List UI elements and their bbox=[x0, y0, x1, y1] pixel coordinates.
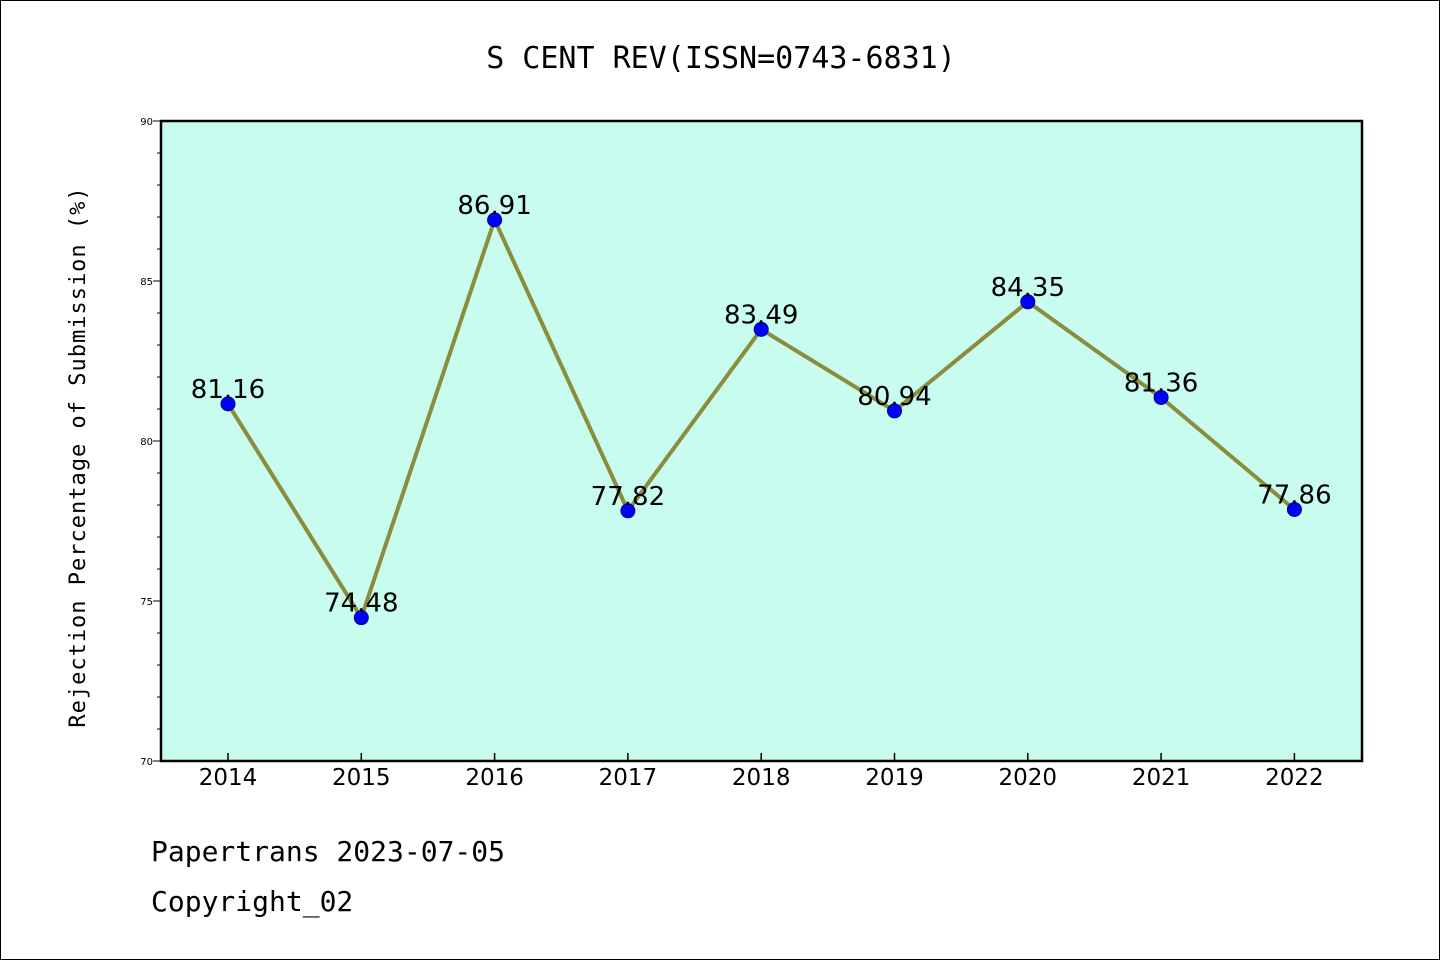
data-point bbox=[353, 610, 369, 626]
data-label: 86.91 bbox=[457, 191, 531, 221]
x-tick-label: 2021 bbox=[1132, 765, 1191, 791]
y-tick-label: 90 bbox=[140, 117, 153, 128]
data-label: 81.36 bbox=[1124, 368, 1198, 398]
footer-copyright: Copyright_02 bbox=[151, 885, 354, 918]
x-tick-label: 2019 bbox=[865, 765, 924, 791]
x-tick-label: 2020 bbox=[999, 765, 1058, 791]
chart-title: S CENT REV(ISSN=0743-6831) bbox=[486, 41, 956, 76]
y-tick-label: 75 bbox=[140, 597, 153, 608]
data-label: 80.94 bbox=[857, 382, 931, 412]
x-tick-label: 2018 bbox=[732, 765, 791, 791]
plot-area bbox=[159, 119, 1364, 763]
data-point bbox=[620, 503, 636, 519]
data-point bbox=[1020, 294, 1036, 310]
data-point bbox=[1286, 501, 1302, 517]
data-point bbox=[753, 321, 769, 337]
data-label: 74.48 bbox=[324, 589, 398, 619]
data-labels: 81.16 74.48 86.91 77.82 83.49 80.94 84.35 81.36… bbox=[191, 191, 1332, 619]
data-label: 77.86 bbox=[1257, 480, 1331, 510]
data-point bbox=[220, 396, 236, 412]
data-point bbox=[887, 403, 902, 419]
data-points bbox=[220, 212, 1302, 626]
y-axis-ticks: 70 75 80 85 90 bbox=[140, 117, 161, 768]
data-point bbox=[487, 212, 503, 228]
data-label: 77.82 bbox=[591, 482, 665, 512]
y-tick-label: 70 bbox=[140, 757, 153, 768]
x-tick-label: 2014 bbox=[199, 765, 258, 791]
y-axis-label: Rejection Percentage of Submission (%) bbox=[66, 186, 91, 727]
x-tick-label: 2016 bbox=[465, 765, 524, 791]
data-label: 83.49 bbox=[724, 300, 798, 330]
data-label: 81.16 bbox=[191, 375, 265, 405]
footer-date: Papertrans 2023-07-05 bbox=[151, 835, 506, 868]
x-axis-ticks: 2014 2015 2016 2017 2018 2019 2020 2021 2022 bbox=[199, 753, 1324, 791]
y-tick-label: 80 bbox=[140, 437, 153, 448]
x-tick-label: 2022 bbox=[1265, 765, 1324, 791]
y-tick-label: 85 bbox=[140, 277, 153, 288]
x-tick-label: 2017 bbox=[599, 765, 658, 791]
x-tick-label: 2015 bbox=[332, 765, 391, 791]
data-label: 84.35 bbox=[991, 273, 1065, 303]
data-point bbox=[1153, 389, 1169, 405]
